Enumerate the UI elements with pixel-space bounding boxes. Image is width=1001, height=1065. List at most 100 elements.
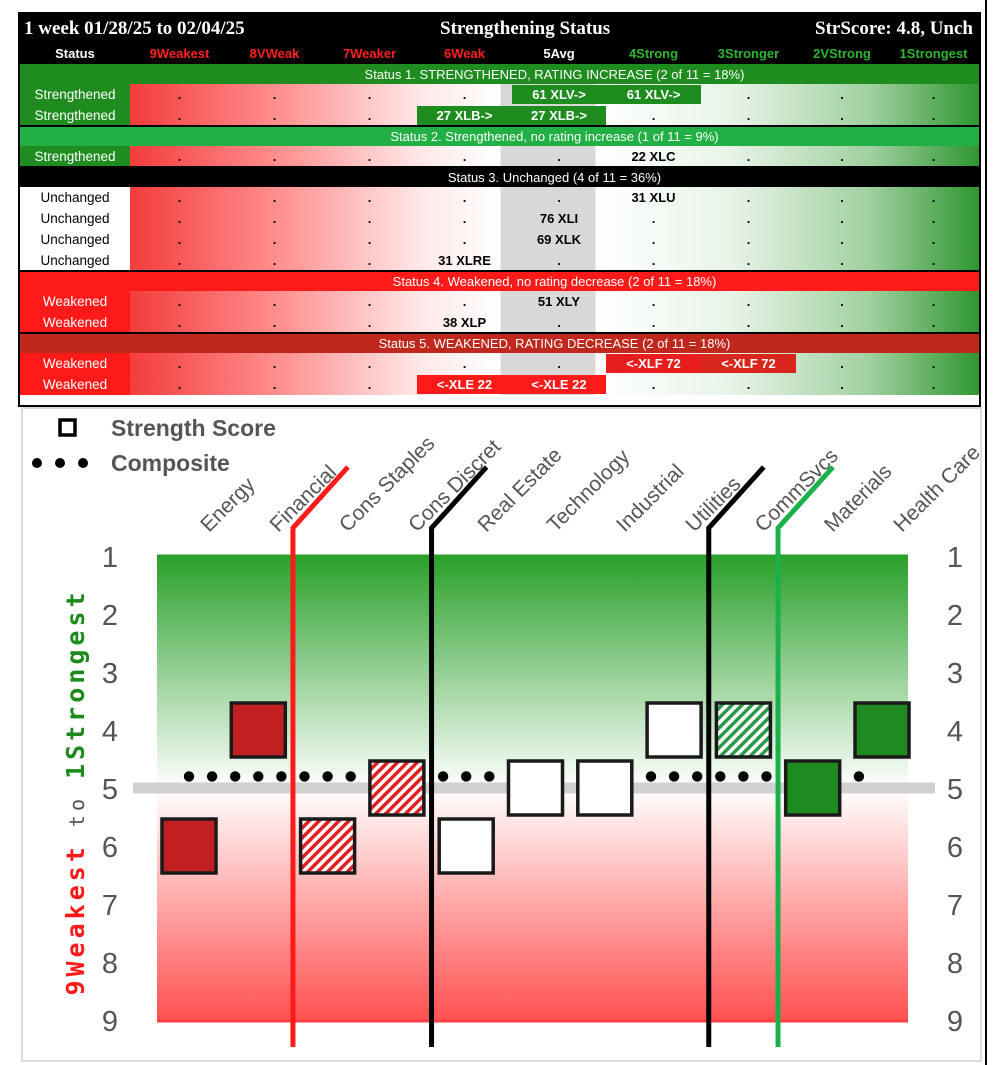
empty-cell-dot: . [931,356,936,371]
row-gradient [130,146,979,167]
empty-cell-dot: . [746,149,751,164]
composite-dot [853,771,865,782]
status-divider-line [775,465,835,1047]
ticker-cell: 61 XLV-> [512,85,606,104]
row-status-label: Strengthened [20,105,130,126]
empty-cell-dot: . [746,190,751,205]
empty-cell-dot: . [931,315,936,330]
empty-cell-dot: . [177,315,182,330]
empty-cell-dot: . [462,356,467,371]
empty-cell-dot: . [462,87,467,102]
empty-cell-dot: . [177,211,182,226]
ticker-cell: 51 XLY [537,294,581,309]
status-table: 1 week 01/28/25 to 02/04/25 Strengthenin… [18,12,981,407]
category-label: Health Care [889,441,985,537]
empty-cell-dot: . [367,87,372,102]
status-band-4: Status 4. Weakened, no rating decrease (… [130,271,979,291]
empty-cell-dot: . [367,253,372,268]
y-tick-left: 9 [102,1006,118,1038]
empty-cell-dot: . [651,253,656,268]
group-divider [20,270,979,272]
row-status-label: Unchanged [20,187,130,208]
ticker-cell: <-XLF 72 [606,354,701,373]
legend-square-icon [58,418,77,437]
ticker-cell: 31 XLU [631,190,676,205]
empty-cell-dot: . [367,149,372,164]
table-row: Strengthened........ 22 XLC [20,146,979,167]
status-band-edge [20,64,130,84]
table-row: Strengthened....... 61 XLV-> 61 XLV-> [20,84,979,105]
row-status-label: Unchanged [20,229,130,250]
composite-dot [645,771,657,782]
empty-cell-dot: . [746,87,751,102]
row-status-label: Weakened [20,374,130,395]
ticker-cell: 22 XLC [631,149,676,164]
strength-chart: 1 1 2 2 3 3 4 4 5 5 6 6 7 7 8 8 9 9 9Weakest to 1Strongest… [21,407,985,1062]
empty-cell-dot: . [840,190,844,205]
empty-cell-dot: . [462,190,467,205]
empty-cell-dot: . [367,211,372,226]
composite-dot [437,771,449,782]
composite-dot [299,771,310,782]
empty-cell-dot: . [840,315,844,330]
empty-cell-dot: . [462,232,467,247]
strength-score-marker [229,701,288,759]
strength-score-marker [714,701,773,759]
y-tick-right: 3 [947,658,963,690]
empty-cell-dot: . [177,190,182,205]
category-label: Utilities [681,472,745,536]
column-header-row: Status 9Weakest 8VWeak 7Weaker 6Weak 5Avg 4Str… [20,43,979,64]
status-band-edge [20,333,130,353]
empty-cell-dot: . [367,377,372,392]
column-header-5avg: 5Avg [543,46,575,61]
weak-zone [157,788,908,1021]
column-header-8vweak: 8VWeak [249,46,300,61]
empty-cell-dot: . [177,356,182,371]
row-gradient [130,312,979,333]
row-gradient [130,291,979,312]
composite-dot [230,771,241,782]
empty-cell-dot: . [840,253,844,268]
empty-cell-dot: . [651,108,656,123]
ticker-cell: 76 XLI [539,211,579,226]
table-header: 1 week 01/28/25 to 02/04/25 Strengthenin… [20,14,979,43]
y-tick-left: 1 [102,542,118,574]
ticker-cell: 38 XLP [442,315,487,330]
status-band-edge [20,126,130,146]
strength-score-marker [576,759,634,817]
empty-cell-dot: . [746,294,751,309]
empty-cell-dot: . [272,253,277,268]
empty-cell-dot: . [746,315,751,330]
empty-cell-dot: . [840,232,844,247]
row-gradient [130,187,979,208]
ticker-cell: <-XLF 72 [701,354,796,373]
row-status-label: Unchanged [20,208,130,229]
chart-frame [21,407,982,1062]
row-status-label: Weakened [20,312,130,333]
empty-cell-dot: . [651,294,656,309]
status-band-edge [20,271,130,291]
empty-cell-dot: . [367,190,372,205]
strength-score-marker [437,817,495,875]
column-header-7weaker: 7Weaker [342,46,397,61]
y-tick-right: 1 [947,542,963,574]
row-gradient [130,229,979,250]
category-label: Energy [196,473,260,537]
y-tick-left: 3 [102,658,118,690]
empty-cell-dot: . [931,253,936,268]
empty-cell-dot: . [931,211,936,226]
empty-cell-dot: . [272,190,277,205]
strength-score-marker [160,817,218,875]
row-gradient [130,208,979,229]
composite-dot [668,771,680,782]
y-tick-left: 5 [102,774,118,806]
y-tick-right: 7 [947,890,963,922]
status-band-3: Status 3. Unchanged (4 of 11 = 36%) [130,167,979,187]
y-tick-right: 6 [947,832,963,864]
composite-dot [715,771,726,782]
y-axis-label-part: to [65,779,89,843]
composite-dot [692,771,703,782]
row-status-label: Unchanged [20,250,130,271]
y-tick-left: 6 [102,832,118,864]
empty-cell-dot: . [177,108,182,123]
